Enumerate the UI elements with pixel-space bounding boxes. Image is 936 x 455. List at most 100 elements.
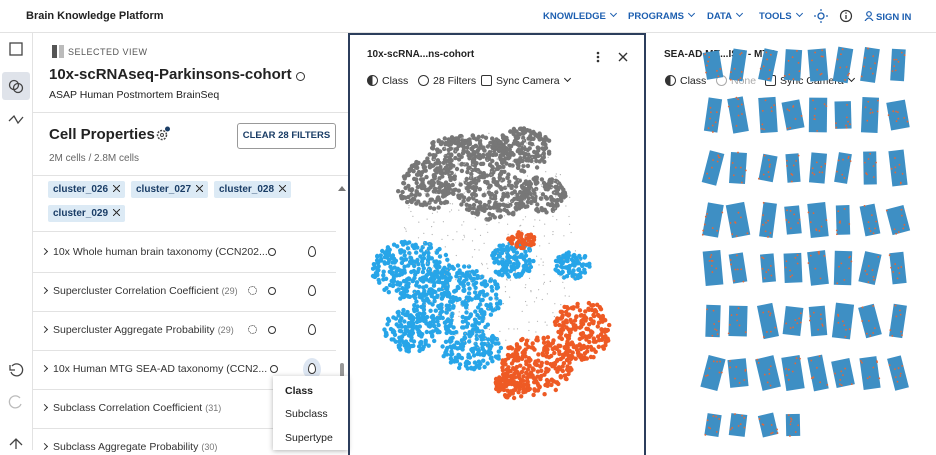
nav-label: PROGRAMS — [628, 11, 684, 22]
color-by-icon[interactable] — [308, 324, 316, 335]
info-icon[interactable] — [270, 365, 278, 373]
cell-point — [470, 327, 475, 333]
cell-point — [429, 293, 434, 299]
slice-point — [762, 223, 764, 226]
filter-control[interactable]: 28 Filters — [418, 75, 476, 87]
cell-point — [505, 278, 508, 280]
color-by-icon[interactable] — [308, 363, 316, 374]
nav-item[interactable]: KNOWLEDGE — [543, 9, 619, 22]
color-by-icon[interactable] — [308, 285, 316, 296]
property-row[interactable]: Supercluster Aggregate Probability (29) — [33, 324, 336, 351]
cell-point — [539, 363, 544, 368]
cell-point — [563, 198, 565, 200]
slice-point — [794, 431, 797, 433]
slice-point — [819, 277, 822, 280]
slice-point — [840, 262, 843, 265]
cell-point — [577, 342, 582, 347]
nav-item[interactable]: DATA — [707, 9, 745, 22]
cell-point — [458, 311, 460, 313]
color-by-icon[interactable] — [308, 246, 316, 257]
cell-point — [447, 303, 452, 308]
cell-point — [574, 258, 580, 264]
cell-point — [443, 252, 449, 258]
nav-item[interactable]: PROGRAMS — [628, 9, 697, 22]
property-row[interactable]: 10x Human MTG SEA-AD taxonomy (CCN2... — [33, 363, 336, 390]
cell-point — [427, 195, 429, 197]
cell-point — [471, 202, 477, 208]
slice-point — [812, 99, 814, 102]
cell-point — [506, 279, 508, 281]
info-icon[interactable] — [268, 326, 276, 334]
slice-point — [716, 333, 719, 336]
cell-point — [559, 315, 565, 320]
cell-point — [539, 206, 544, 211]
cell-point — [493, 307, 498, 312]
cell-point — [435, 192, 438, 194]
color-by-control[interactable]: Class — [665, 75, 706, 87]
nav-item[interactable]: TOOLS — [759, 9, 805, 22]
cell-point — [562, 281, 564, 283]
info-icon[interactable] — [268, 287, 276, 295]
slice-point — [727, 105, 730, 108]
header-icons[interactable] — [814, 9, 866, 23]
rail-icons[interactable] — [0, 33, 32, 450]
cell-point — [494, 307, 497, 309]
slice-point — [867, 47, 869, 50]
cell-point — [506, 145, 508, 147]
cell-point — [471, 240, 474, 242]
cell-point — [521, 310, 523, 312]
cell-point — [504, 291, 507, 293]
cell-point — [431, 276, 436, 282]
settings-icon[interactable] — [155, 126, 171, 142]
cell-point — [457, 268, 462, 273]
filter-chip[interactable]: cluster_026 — [48, 181, 126, 198]
property-row[interactable]: 10x Whole human brain taxonomy (CCN202..… — [33, 246, 336, 273]
property-row[interactable]: Supercluster Correlation Coefficient (29) — [33, 285, 336, 312]
panel-actions[interactable] — [592, 50, 630, 64]
slice-point — [765, 221, 767, 224]
cell-point — [514, 129, 519, 134]
property-row[interactable]: Subclass Correlation Coefficient (31) — [33, 402, 336, 429]
slice-point — [850, 383, 853, 386]
menu-item[interactable]: Class — [285, 385, 314, 397]
cell-point — [425, 156, 430, 161]
slice-point — [744, 169, 747, 172]
cell-point — [527, 247, 532, 252]
slice-point — [843, 324, 846, 327]
slice-point — [734, 166, 737, 169]
menu-item[interactable]: Subclass — [285, 408, 328, 420]
slice-point — [738, 381, 741, 384]
cell-point — [477, 302, 483, 307]
menu-item[interactable]: Supertype — [285, 432, 333, 444]
cell-point — [544, 360, 549, 365]
slice-body — [785, 413, 801, 437]
cell-point — [500, 157, 505, 162]
slice-point — [709, 106, 712, 109]
clear-filters-button[interactable]: CLEAR 28 FILTERS — [237, 123, 336, 149]
filter-chip[interactable]: cluster_027 — [131, 181, 209, 198]
cell-point — [387, 282, 393, 288]
slice-point — [704, 215, 707, 218]
cell-point — [401, 257, 407, 263]
slice-point — [797, 61, 800, 64]
cell-point — [450, 190, 452, 192]
app-title[interactable]: Brain Knowledge Platform — [26, 10, 164, 22]
sign-in[interactable]: SIGN IN — [864, 11, 911, 23]
slice-point — [729, 259, 732, 261]
filter-chip[interactable]: cluster_028 — [214, 181, 292, 198]
slice-point — [815, 228, 817, 231]
filter-chip[interactable]: cluster_029 — [48, 205, 126, 222]
cell-point — [522, 138, 524, 141]
info-icon[interactable] — [268, 248, 276, 256]
cell-point — [452, 239, 454, 241]
slice-point — [757, 177, 760, 180]
umap-scatter[interactable] — [352, 100, 640, 450]
spatial-slices[interactable] — [646, 33, 936, 450]
color-by-control[interactable]: Class — [367, 75, 408, 87]
cell-point — [384, 331, 389, 336]
slice-point — [810, 359, 813, 362]
cell-point — [486, 217, 491, 222]
camera-control[interactable]: Sync Camera — [481, 74, 573, 87]
cell-point — [477, 347, 479, 349]
slice-point — [896, 277, 899, 280]
